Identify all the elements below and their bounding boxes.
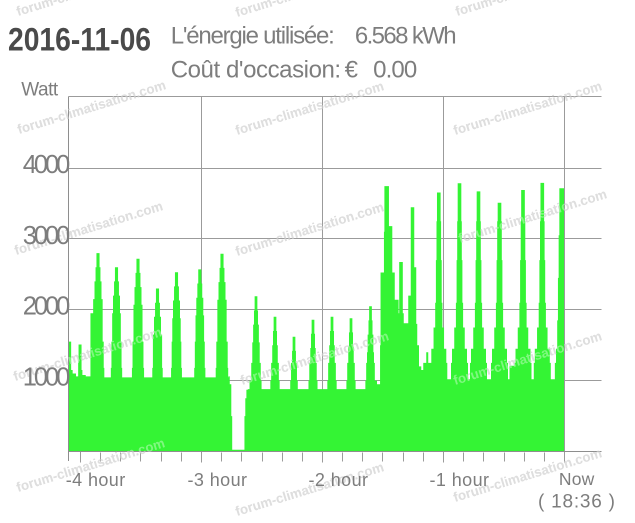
svg-text:Coût d'occasion:: Coût d'occasion:	[171, 57, 341, 84]
svg-text:6.568 kWh: 6.568 kWh	[355, 23, 457, 50]
svg-text:L'énergie utilisée:: L'énergie utilisée:	[171, 23, 335, 50]
svg-text:1000: 1000	[23, 364, 71, 392]
svg-text:4000: 4000	[23, 151, 71, 179]
svg-text:0.00: 0.00	[373, 57, 417, 84]
svg-text:-3 hour: -3 hour	[188, 470, 248, 490]
svg-text:Now: Now	[559, 469, 595, 489]
svg-text:-4 hour: -4 hour	[66, 470, 126, 490]
svg-text:3000: 3000	[23, 222, 71, 250]
svg-text:€: €	[345, 57, 359, 84]
svg-text:( 18:36 ): ( 18:36 )	[538, 492, 615, 513]
svg-text:2016-11-06: 2016-11-06	[8, 22, 151, 58]
svg-text:Watt: Watt	[21, 80, 59, 101]
svg-text:2000: 2000	[23, 293, 71, 321]
svg-text:-2 hour: -2 hour	[309, 470, 369, 490]
svg-text:-1 hour: -1 hour	[430, 470, 490, 490]
